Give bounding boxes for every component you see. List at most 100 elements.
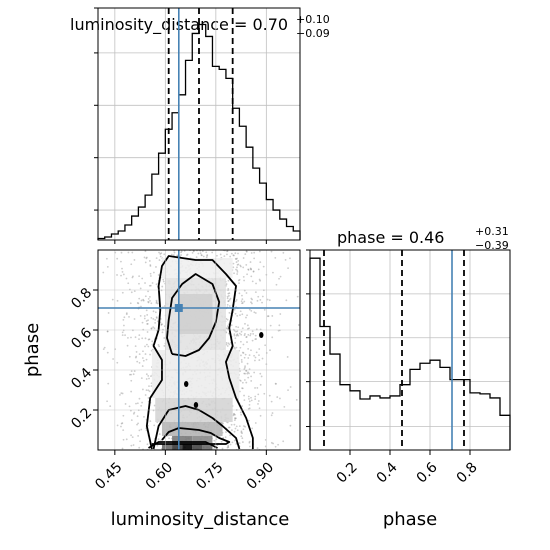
sample-point <box>128 405 131 408</box>
sample-point <box>143 256 146 259</box>
sample-point <box>155 299 158 302</box>
sample-point <box>128 355 131 358</box>
sample-point <box>161 331 164 334</box>
sample-point <box>234 257 237 260</box>
sample-point <box>256 299 259 302</box>
phase-title: phase = 0.46 +0.31 −0.39 <box>337 225 509 252</box>
sample-point <box>160 323 163 326</box>
sample-point <box>136 402 139 405</box>
sample-point <box>145 389 148 392</box>
phase-title-sup: +0.31 <box>475 225 509 238</box>
sample-point <box>149 264 152 266</box>
sample-point <box>258 407 261 410</box>
sample-point <box>151 282 154 284</box>
sample-point <box>245 250 248 253</box>
sample-point <box>257 400 260 402</box>
sample-point <box>255 351 258 354</box>
sample-point <box>142 298 145 301</box>
sample-point <box>240 435 243 438</box>
sample-point <box>160 323 163 326</box>
sample-point <box>227 444 230 447</box>
sample-point <box>236 314 239 317</box>
sample-point <box>242 428 245 431</box>
phase-y-tick-label: 0.6 <box>68 325 95 352</box>
sample-point <box>130 291 133 294</box>
sample-point <box>248 407 251 410</box>
sample-point <box>236 330 239 333</box>
sample-point <box>235 417 237 420</box>
sample-point <box>149 420 152 423</box>
sample-point <box>235 425 238 428</box>
sample-point <box>147 301 150 304</box>
sample-point <box>271 412 274 414</box>
sample-point <box>261 301 263 304</box>
sample-point <box>251 427 254 430</box>
sample-point <box>147 338 150 341</box>
sample-point <box>254 398 257 400</box>
truth-marker <box>174 304 183 312</box>
sample-point <box>248 354 251 357</box>
sample-point <box>138 353 141 356</box>
sample-point <box>121 447 124 450</box>
sample-point <box>275 382 277 385</box>
phase-y-tick-label: 0.2 <box>68 405 95 432</box>
sample-point <box>121 334 124 337</box>
sample-point <box>248 441 251 444</box>
sample-point <box>252 270 255 273</box>
sample-point <box>158 345 161 348</box>
sample-point <box>244 366 246 369</box>
sample-point <box>145 257 148 260</box>
sample-point <box>150 327 153 330</box>
sample-point <box>131 436 134 439</box>
sample-point <box>151 340 154 343</box>
sample-point <box>222 422 224 425</box>
sample-point <box>202 255 205 258</box>
sample-point <box>131 251 134 254</box>
sample-point <box>242 343 245 346</box>
sample-point <box>147 300 150 303</box>
sample-point <box>277 443 280 446</box>
sample-point <box>156 320 159 323</box>
sample-point <box>129 302 132 305</box>
sample-point <box>266 315 269 318</box>
sample-point <box>205 256 208 259</box>
sample-point <box>134 345 137 348</box>
sample-point <box>137 302 140 305</box>
sample-point <box>237 334 240 337</box>
sample-point <box>153 404 156 407</box>
sample-point <box>220 440 223 443</box>
sample-point <box>140 404 143 407</box>
sample-point <box>138 334 141 337</box>
sample-point <box>121 271 124 273</box>
sample-point <box>186 253 189 256</box>
sample-point <box>140 305 142 308</box>
sample-point <box>116 299 119 302</box>
sample-point <box>155 316 158 319</box>
sample-point <box>295 398 298 401</box>
sample-point <box>144 295 147 298</box>
sample-point <box>241 387 244 390</box>
sample-point <box>237 279 240 282</box>
sample-point <box>106 330 109 333</box>
sample-point <box>134 356 137 359</box>
sample-point <box>124 334 126 337</box>
sample-point <box>237 252 239 255</box>
sample-point <box>222 437 225 439</box>
sample-point <box>248 327 250 330</box>
sample-point <box>147 389 150 392</box>
sample-point <box>269 324 272 327</box>
sample-point <box>252 332 255 335</box>
sample-point <box>153 424 156 427</box>
sample-point <box>136 415 139 418</box>
sample-point <box>240 359 243 361</box>
sample-point <box>232 254 235 257</box>
density-cell <box>172 444 183 450</box>
sample-point <box>154 318 157 321</box>
sample-point <box>122 273 125 276</box>
sample-point <box>146 443 149 446</box>
sample-point <box>250 275 253 278</box>
sample-point <box>140 377 143 380</box>
phase-title-main: phase = 0.46 <box>337 228 444 247</box>
sample-point <box>156 302 159 305</box>
